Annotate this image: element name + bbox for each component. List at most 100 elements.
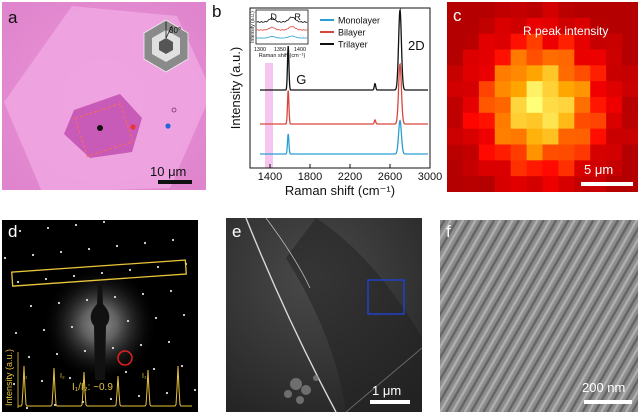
lattice-fringe: [513, 220, 626, 412]
inset-x-label: Raman shift (cm⁻¹): [259, 53, 306, 59]
heatmap-cell: [622, 49, 638, 66]
diffraction-spot: [115, 244, 119, 248]
dot-black: [97, 125, 103, 131]
heatmap-cell: [558, 2, 575, 19]
inset-angle: 30°: [169, 26, 181, 35]
heatmap-cell: [526, 65, 543, 82]
diffraction-spot: [182, 313, 186, 317]
zoom-box: [367, 279, 405, 315]
heatmap-cell: [462, 2, 480, 19]
heatmap-cell: [622, 144, 638, 161]
panel-a-image: 30° 10 μm: [2, 2, 206, 190]
intensity-profile: [18, 365, 192, 407]
heatmap-cell: [494, 17, 512, 35]
heatmap-cell: [542, 49, 559, 66]
heatmap-cell: [526, 81, 543, 98]
heatmap-cell: [494, 160, 512, 177]
lattice-fringe: [500, 220, 614, 412]
scalebar-c-label: 5 μm: [584, 162, 614, 177]
heatmap-cell: [526, 2, 543, 19]
lattice-fringe: [440, 220, 521, 361]
heatmap-cell: [606, 144, 623, 161]
heatmap-cell: [447, 33, 464, 50]
heatmap-cell: [558, 144, 575, 161]
series-line-trilayer: [260, 7, 428, 91]
heatmap-cell: [447, 128, 464, 145]
lattice-fringe: [488, 220, 601, 412]
heatmap-cell: [462, 97, 480, 114]
heatmap-cell: [542, 176, 559, 192]
heatmap-cell: [494, 112, 512, 130]
diffraction-spot: [124, 370, 128, 374]
lattice-fringe: [440, 220, 514, 350]
lattice-fringe: [562, 280, 638, 412]
lattice-fringe: [440, 220, 471, 274]
panel-label-f: f: [446, 222, 451, 241]
diffraction-spot: [14, 331, 18, 335]
heatmap-cell: [526, 97, 543, 114]
heatmap-cell: [622, 33, 638, 50]
heatmap-cell: [526, 17, 543, 35]
lattice-fringe: [440, 220, 465, 263]
heatmap-cell: [558, 176, 575, 192]
heatmap-cell: [462, 81, 480, 98]
x-tick-label: 1400: [258, 171, 282, 183]
heatmap-cell: [606, 33, 623, 50]
diffraction-spot: [193, 388, 197, 392]
tem-image: 1 μm: [226, 218, 422, 412]
y-axis-label: Intensity (a.u.): [228, 47, 243, 129]
lattice-fringe: [538, 237, 638, 412]
lattice-fringe: [440, 220, 533, 382]
scalebar-a: [158, 180, 192, 184]
dot-blue: [165, 123, 171, 129]
heatmap-cell: [478, 97, 496, 114]
inset-x-tick-label: 1400: [294, 47, 306, 53]
heatmap-cell: [542, 17, 559, 35]
dot-red: [130, 124, 136, 130]
diffraction-spot: [167, 340, 171, 344]
diffraction-spot: [113, 295, 117, 299]
heatmap-cell: [606, 2, 623, 19]
heatmap-cell: [478, 128, 496, 145]
legend-label-monolayer: Monolayer: [338, 16, 380, 26]
heatmap-cell: [574, 160, 591, 177]
lattice-fringe: [531, 226, 638, 412]
lattice-fringe: [581, 312, 638, 412]
lattice-fringe: [569, 291, 638, 412]
diffraction-spot: [100, 271, 104, 275]
panel-e: 1 μm e: [226, 218, 422, 412]
inset-line: [256, 25, 308, 31]
panel-f: f 200 nm: [440, 220, 638, 412]
heatmap-cell: [526, 144, 543, 161]
heatmap-cell: [622, 128, 638, 145]
x-tick-label: 2600: [378, 171, 402, 183]
heatmap-cell: [622, 81, 638, 98]
heatmap-cell: [574, 112, 591, 130]
heatmap-cell: [574, 97, 591, 114]
heatmap-cell: [510, 33, 528, 50]
peak2b-label: I₁: [142, 373, 147, 380]
diffraction-spot: [40, 379, 44, 383]
scalebar-e-label: 1 μm: [372, 383, 401, 398]
heatmap-cell: [542, 33, 559, 50]
lattice-fringe: [440, 220, 508, 339]
diffraction-spot: [85, 298, 89, 302]
lattice-fringe: [463, 220, 576, 412]
heatmap-cell: [526, 176, 543, 192]
beam-stop: [90, 284, 110, 380]
diffraction-spot: [27, 355, 31, 359]
heatmap-cell: [478, 144, 496, 161]
diffraction-spot: [87, 247, 91, 251]
scalebar-f-label: 200 nm: [582, 380, 626, 395]
panel-a: 30° 10 μm a: [2, 2, 206, 190]
lattice-fringe: [544, 247, 638, 412]
saed-pattern: Intensity (a.u.) I₁ I₂ I₁ I₁/I₂: ~0.9: [2, 220, 198, 412]
heatmap-cell: [622, 17, 638, 35]
diffraction-spot: [29, 304, 33, 308]
x-tick-label: 1800: [298, 171, 322, 183]
diffraction-spot: [18, 229, 22, 233]
heatmap-cell: [494, 97, 512, 114]
heatmap-cell: [510, 176, 528, 192]
lattice-fringe: [440, 220, 496, 318]
heatmap-cell: [494, 144, 512, 161]
